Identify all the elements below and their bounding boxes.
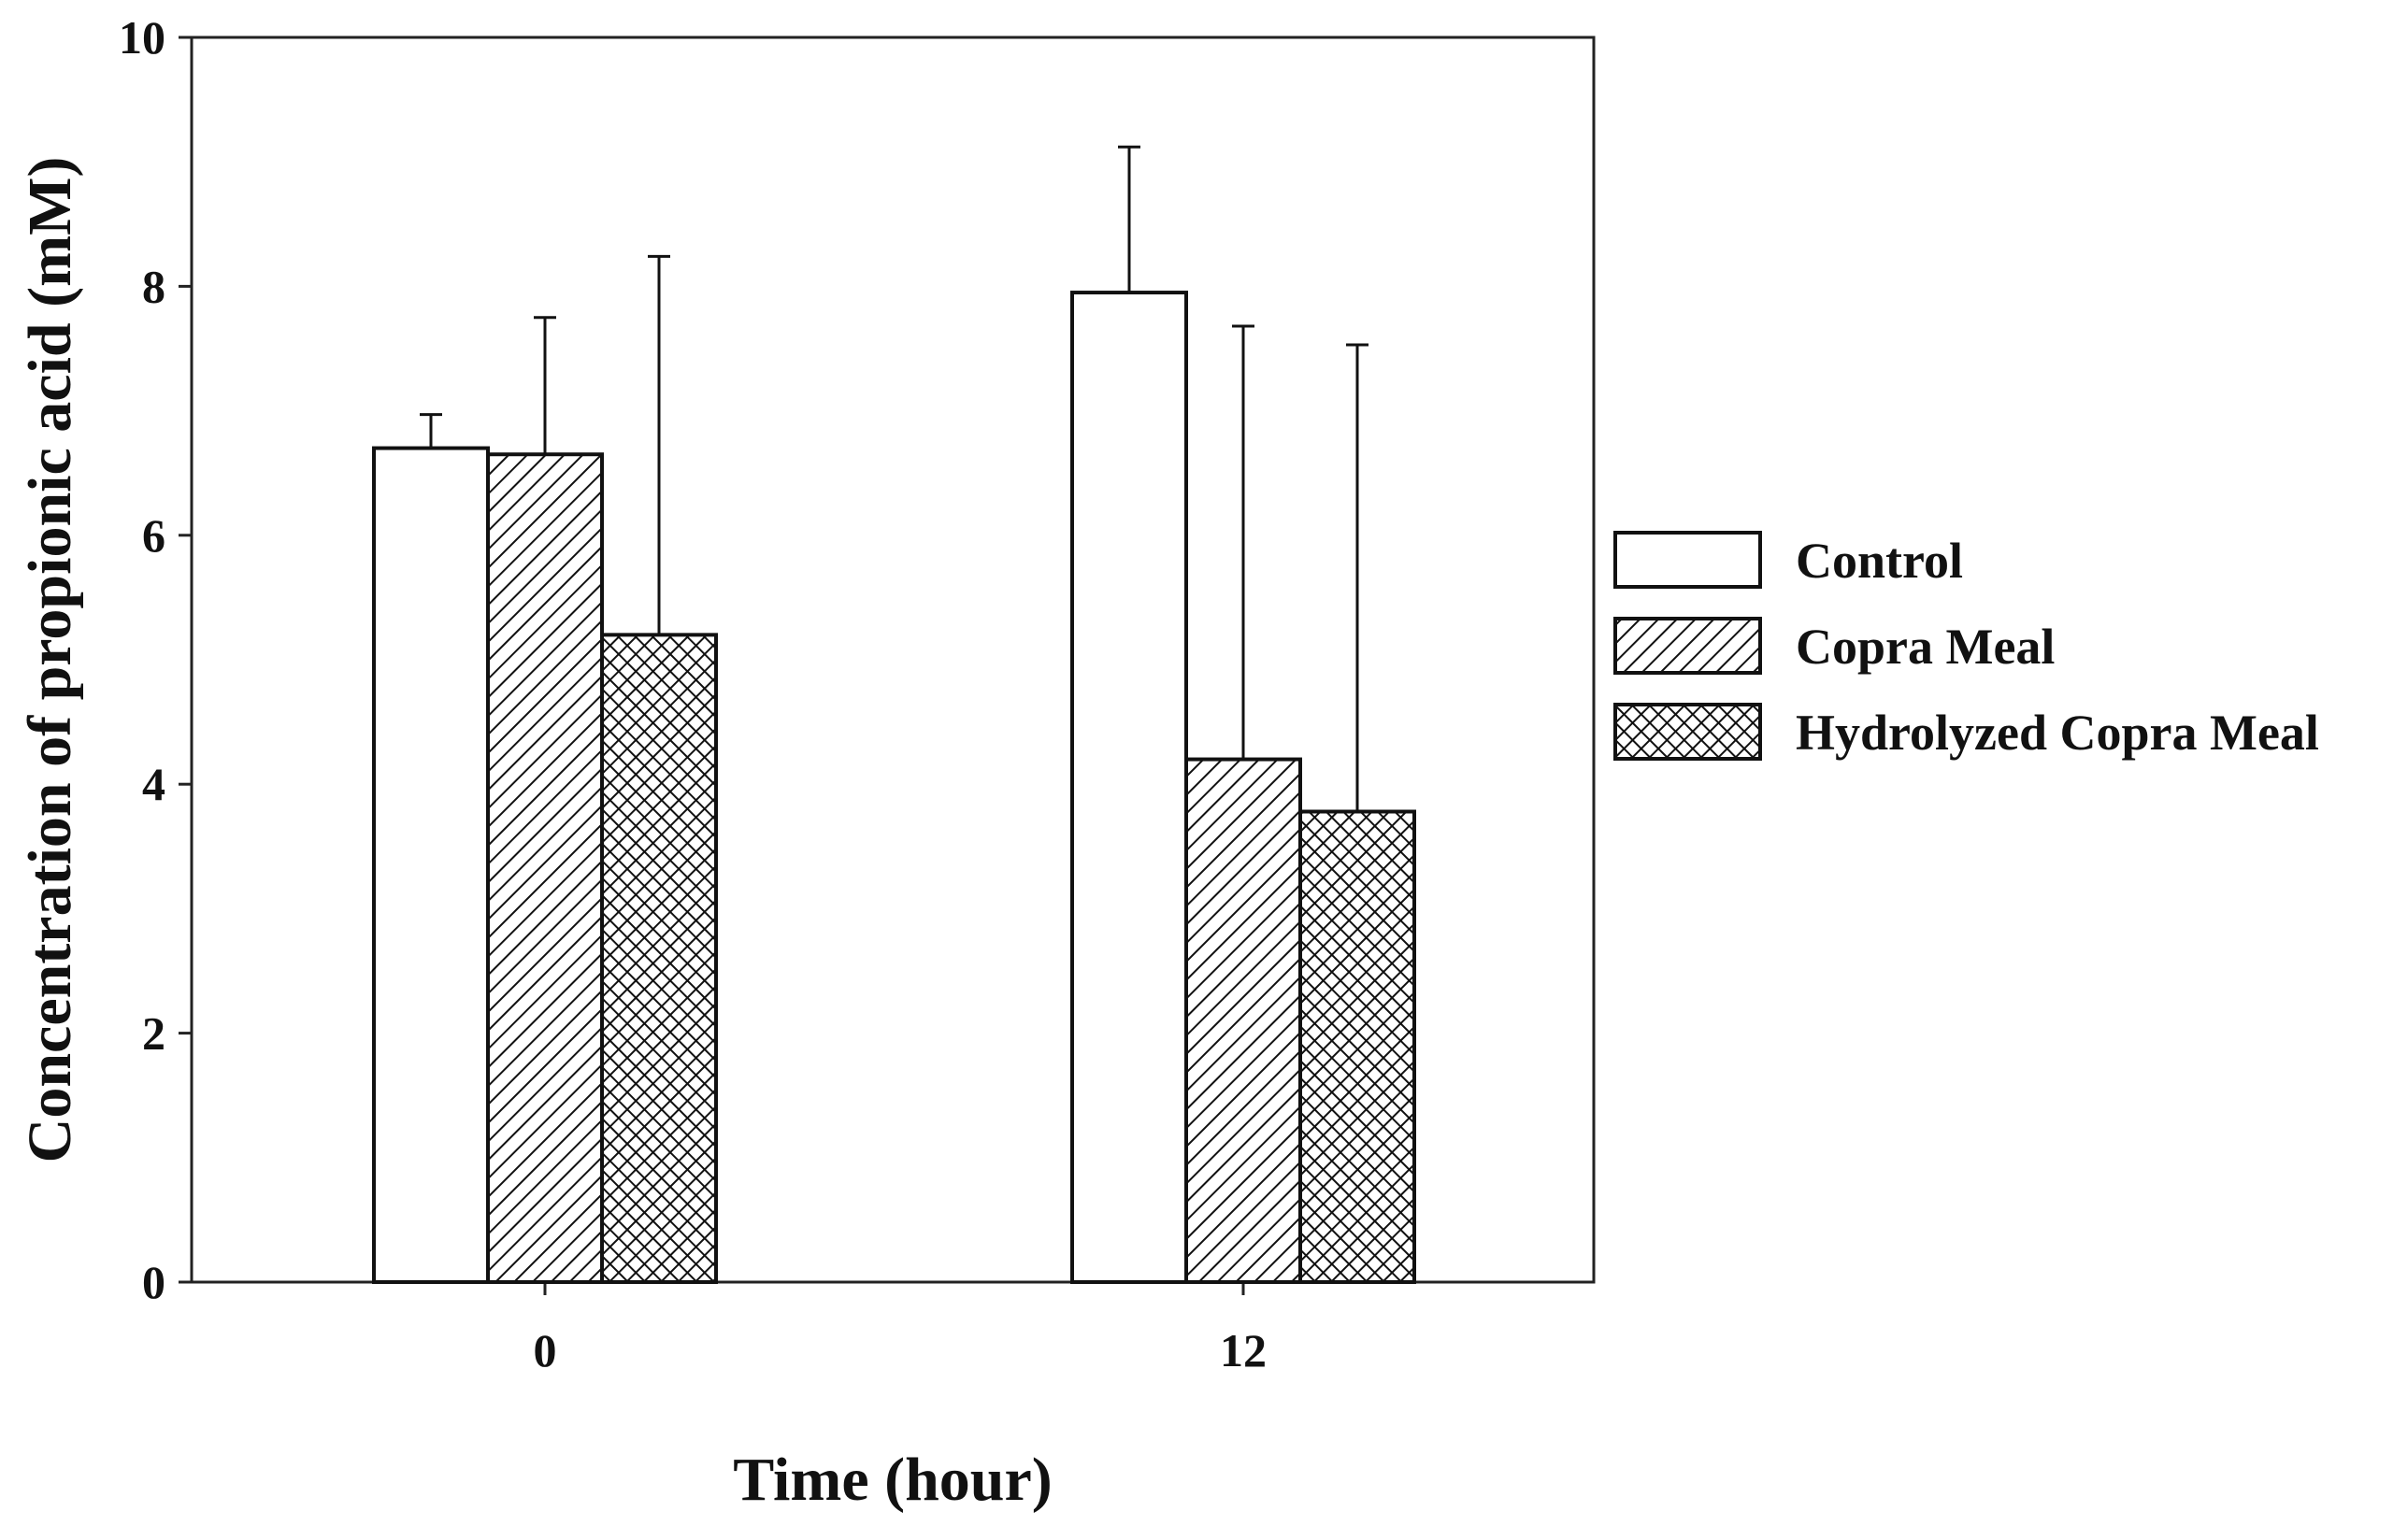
legend-swatch — [1613, 703, 1762, 761]
legend-swatch — [1613, 531, 1762, 589]
bar-control-12h — [1070, 291, 1188, 1284]
legend-label: Control — [1796, 533, 1963, 589]
y-tick-label: 2 — [142, 1007, 165, 1060]
y-tick-label: 6 — [142, 509, 165, 562]
y-axis-title: Concentration of propionic acid (mM) — [16, 157, 84, 1163]
x-axis-title: Time (hour) — [733, 1446, 1053, 1514]
bar-control-0h — [372, 446, 490, 1284]
x-tick-label: 12 — [1220, 1324, 1267, 1376]
legend-label: Copra Meal — [1796, 619, 2055, 675]
bar-hydrolyzed-copra-meal-12h — [1298, 809, 1416, 1285]
bar-copra-meal-0h — [486, 452, 604, 1285]
x-axis: 0 12 — [534, 1282, 1267, 1376]
y-axis: 0 2 4 6 8 10 — [119, 11, 192, 1308]
bars-group — [372, 291, 1416, 1285]
legend-swatch — [1613, 617, 1762, 675]
legend-label: Hydrolyzed Copra Meal — [1796, 705, 2319, 761]
y-tick-label: 10 — [119, 11, 165, 64]
y-tick-label: 0 — [142, 1256, 165, 1308]
x-tick-label: 0 — [534, 1324, 557, 1376]
bar-copra-meal-12h — [1184, 757, 1302, 1284]
y-tick-label: 8 — [142, 260, 165, 312]
error-bars-group — [420, 145, 1368, 812]
legend: Control Copra Meal Hydrolyzed Copra Meal — [1613, 531, 2319, 761]
y-tick-label: 4 — [142, 758, 165, 810]
plot-frame — [190, 36, 1596, 1284]
bar-hydrolyzed-copra-meal-0h — [600, 633, 718, 1284]
